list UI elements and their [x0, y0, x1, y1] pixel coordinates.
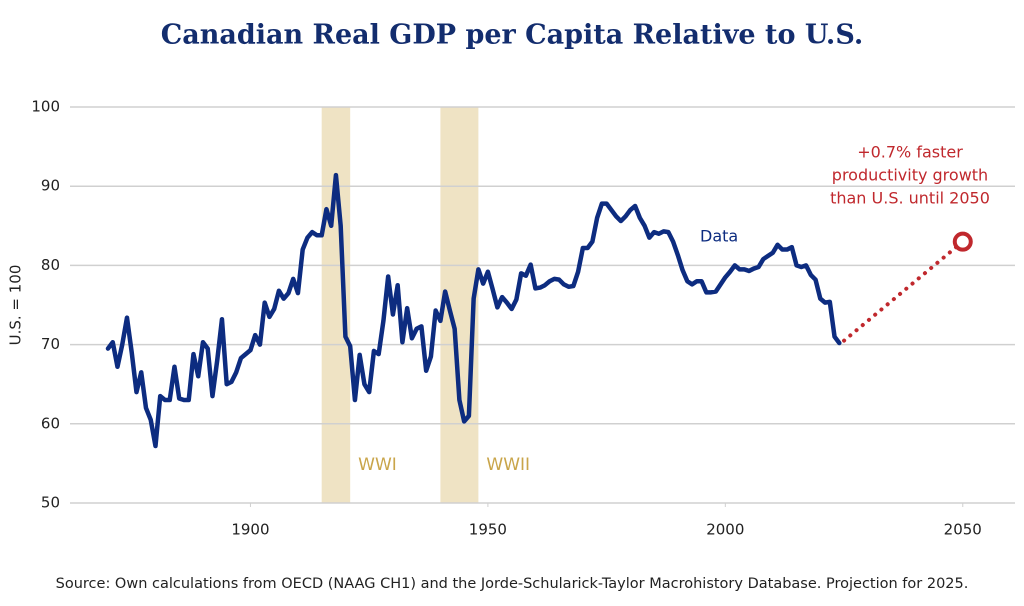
series-label: Data	[700, 227, 738, 246]
x-tick-label: 2050	[944, 521, 982, 539]
x-tick-label: 1900	[231, 521, 269, 539]
span-label: WWII	[486, 455, 530, 475]
series-line	[842, 239, 965, 343]
y-tick-label: 60	[41, 414, 60, 432]
y-tick-label: 100	[31, 98, 60, 116]
series-line	[105, 172, 842, 449]
y-tick-label: 90	[41, 177, 60, 195]
y-tick-label: 80	[41, 256, 60, 274]
source-note: Source: Own calculations from OECD (NAAG…	[56, 576, 969, 592]
y-tick-label: 70	[41, 335, 60, 353]
projection-marker	[952, 231, 973, 252]
projection-annotation: +0.7% faster	[857, 143, 963, 162]
projection-annotation: productivity growth	[832, 166, 988, 185]
y-tick-label: 50	[41, 494, 60, 512]
projection-annotation: than U.S. until 2050	[830, 189, 990, 208]
chart-title: Canadian Real GDP per Capita Relative to…	[161, 20, 864, 51]
x-tick-label: 1950	[469, 521, 507, 539]
span-label: WWI	[358, 455, 397, 475]
y-axis-label: U.S. = 100	[7, 265, 25, 346]
x-tick-label: 2000	[706, 521, 744, 539]
